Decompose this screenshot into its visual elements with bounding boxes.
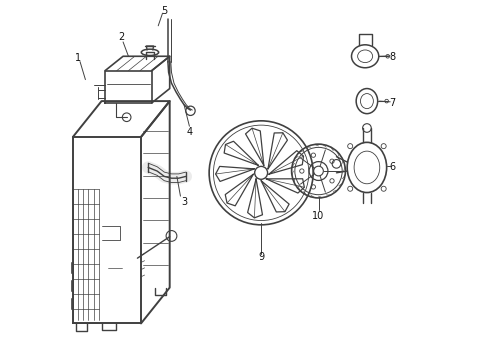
Text: 6: 6 <box>389 162 395 172</box>
Text: 4: 4 <box>186 127 193 136</box>
Text: 2: 2 <box>118 32 124 41</box>
Text: 5: 5 <box>161 6 168 17</box>
Text: 1: 1 <box>75 53 81 63</box>
Text: 7: 7 <box>389 98 395 108</box>
Text: 10: 10 <box>313 211 325 221</box>
Text: 9: 9 <box>258 252 264 262</box>
Text: 3: 3 <box>181 197 187 207</box>
Text: 8: 8 <box>389 52 395 62</box>
